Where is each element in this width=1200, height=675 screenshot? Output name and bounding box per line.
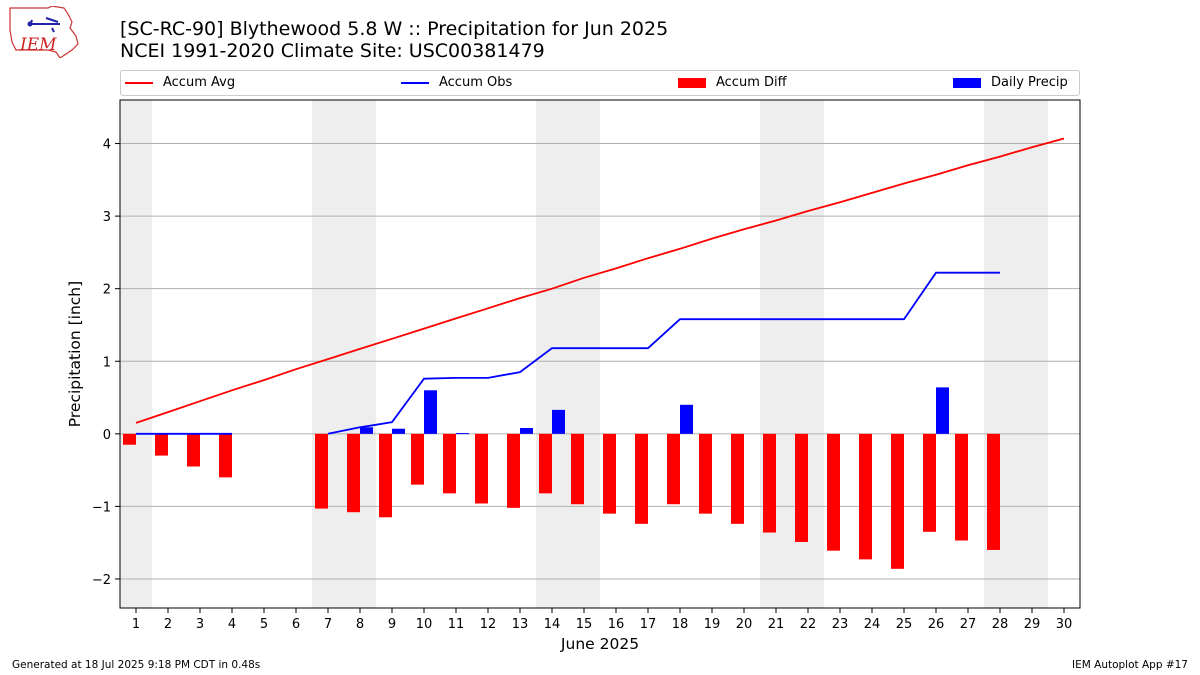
y-tick-label-0: 0 bbox=[103, 428, 111, 443]
x-tick-label-7: 7 bbox=[324, 617, 332, 632]
x-tick-label-10: 10 bbox=[416, 617, 433, 632]
legend-item-accum-avg: Accum Avg bbox=[125, 74, 235, 92]
x-tick-label-2: 2 bbox=[164, 617, 172, 632]
x-tick-label-1: 1 bbox=[132, 617, 140, 632]
diff-bar-day-1 bbox=[123, 433, 136, 445]
diff-bar-day-19 bbox=[699, 433, 712, 514]
daily-precip-bar-day-18 bbox=[680, 404, 693, 434]
x-tick-label-29: 29 bbox=[1024, 617, 1041, 632]
x-tick-label-11: 11 bbox=[448, 617, 465, 632]
y-axis-label: Precipitation [inch] bbox=[66, 281, 84, 427]
legend-item-daily-precip: Daily Precip bbox=[953, 74, 1068, 92]
chart-subtitle: NCEI 1991-2020 Climate Site: USC00381479 bbox=[120, 40, 545, 62]
x-tick-label-30: 30 bbox=[1056, 617, 1073, 632]
x-tick-label-21: 21 bbox=[768, 617, 785, 632]
legend-label-accum-obs: Accum Obs bbox=[439, 75, 513, 90]
x-tick-label-22: 22 bbox=[800, 617, 817, 632]
iem-logo-icon: IEM bbox=[9, 6, 79, 58]
y-tick-label-2: 2 bbox=[103, 283, 111, 298]
x-tick-label-8: 8 bbox=[356, 617, 364, 632]
diff-bar-day-10 bbox=[411, 433, 424, 485]
legend-label-daily-precip: Daily Precip bbox=[991, 75, 1068, 90]
daily-precip-bar-day-9 bbox=[392, 428, 405, 434]
diff-bar-day-23 bbox=[827, 433, 840, 551]
legend-swatch-daily-precip bbox=[953, 77, 981, 88]
weekend-band-0 bbox=[120, 100, 152, 608]
x-tick-label-3: 3 bbox=[196, 617, 204, 632]
y-tick-label-1: 1 bbox=[103, 355, 111, 370]
daily-precip-bar-day-14 bbox=[552, 409, 565, 434]
diff-bar-day-7 bbox=[315, 433, 328, 509]
weekend-band-2 bbox=[536, 100, 600, 608]
x-tick-label-25: 25 bbox=[896, 617, 913, 632]
logo-text: IEM bbox=[19, 35, 57, 55]
x-tick-label-12: 12 bbox=[480, 617, 497, 632]
diff-bar-day-17 bbox=[635, 433, 648, 524]
accum-obs-line-part2 bbox=[327, 271, 1000, 435]
x-tick-label-28: 28 bbox=[992, 617, 1009, 632]
x-tick-label-13: 13 bbox=[512, 617, 529, 632]
diff-bar-day-11 bbox=[443, 433, 456, 494]
accum-avg-line bbox=[135, 137, 1065, 424]
legend-label-accum-avg: Accum Avg bbox=[163, 75, 236, 90]
legend-label-accum-diff: Accum Diff bbox=[716, 75, 787, 90]
diff-bar-day-20 bbox=[731, 433, 744, 524]
x-tick-label-6: 6 bbox=[292, 617, 300, 632]
footer-generated: Generated at 18 Jul 2025 9:18 PM CDT in … bbox=[12, 659, 261, 671]
chart-title: [SC-RC-90] Blythewood 5.8 W :: Precipita… bbox=[120, 18, 669, 40]
legend-swatch-accum-obs bbox=[401, 81, 429, 84]
legend-swatch-accum-diff bbox=[678, 77, 706, 88]
diff-bar-day-18 bbox=[667, 433, 680, 505]
x-tick-label-16: 16 bbox=[608, 617, 625, 632]
diff-bar-day-25 bbox=[891, 433, 904, 569]
diff-bar-day-14 bbox=[539, 433, 552, 494]
x-tick-label-26: 26 bbox=[928, 617, 945, 632]
x-tick-label-15: 15 bbox=[576, 617, 593, 632]
x-axis-label: June 2025 bbox=[560, 635, 639, 653]
diff-bar-day-4 bbox=[219, 433, 232, 478]
diff-bar-day-8 bbox=[347, 433, 360, 513]
legend-item-accum-obs: Accum Obs bbox=[401, 74, 512, 92]
daily-precip-bar-day-26 bbox=[936, 387, 949, 434]
daily-precip-bar-day-10 bbox=[424, 390, 437, 434]
diff-bar-day-22 bbox=[795, 433, 808, 542]
diff-bar-day-15 bbox=[571, 433, 584, 505]
x-tick-label-19: 19 bbox=[704, 617, 721, 632]
x-tick-label-24: 24 bbox=[864, 617, 881, 632]
y-tick-label-4: 4 bbox=[103, 138, 111, 153]
diff-bar-day-3 bbox=[187, 433, 200, 467]
plot-frame bbox=[119, 99, 1081, 609]
daily-precip-bar-day-8 bbox=[360, 427, 373, 434]
y-tick-label--1: −1 bbox=[92, 500, 111, 515]
diff-bar-day-28 bbox=[987, 433, 1000, 550]
x-tick-label-4: 4 bbox=[228, 617, 236, 632]
diff-bar-day-9 bbox=[379, 433, 392, 518]
x-tick-label-20: 20 bbox=[736, 617, 753, 632]
diff-bar-day-13 bbox=[507, 433, 520, 508]
y-tick-label--2: −2 bbox=[92, 573, 111, 588]
legend-swatch-accum-avg bbox=[125, 81, 153, 84]
diff-bar-day-2 bbox=[155, 433, 168, 456]
footer-app: IEM Autoplot App #17 bbox=[1072, 659, 1188, 671]
diff-bar-day-12 bbox=[475, 433, 488, 504]
daily-precip-bar-day-11 bbox=[456, 433, 469, 435]
legend-item-accum-diff: Accum Diff bbox=[678, 74, 787, 92]
diff-bar-day-26 bbox=[923, 433, 936, 532]
x-tick-label-27: 27 bbox=[960, 617, 977, 632]
x-tick-label-9: 9 bbox=[388, 617, 396, 632]
x-tick-label-14: 14 bbox=[544, 617, 561, 632]
x-tick-label-5: 5 bbox=[260, 617, 268, 632]
x-tick-label-18: 18 bbox=[672, 617, 689, 632]
chart-legend: Accum Avg Accum Obs Accum Diff Daily Pre… bbox=[120, 70, 1080, 96]
x-tick-label-23: 23 bbox=[832, 617, 849, 632]
diff-bar-day-16 bbox=[603, 433, 616, 514]
diff-bar-day-24 bbox=[859, 433, 872, 560]
daily-precip-bar-day-13 bbox=[520, 428, 533, 434]
x-tick-label-17: 17 bbox=[640, 617, 657, 632]
diff-bar-day-21 bbox=[763, 433, 776, 533]
diff-bar-day-27 bbox=[955, 433, 968, 541]
y-tick-label-3: 3 bbox=[103, 210, 111, 225]
